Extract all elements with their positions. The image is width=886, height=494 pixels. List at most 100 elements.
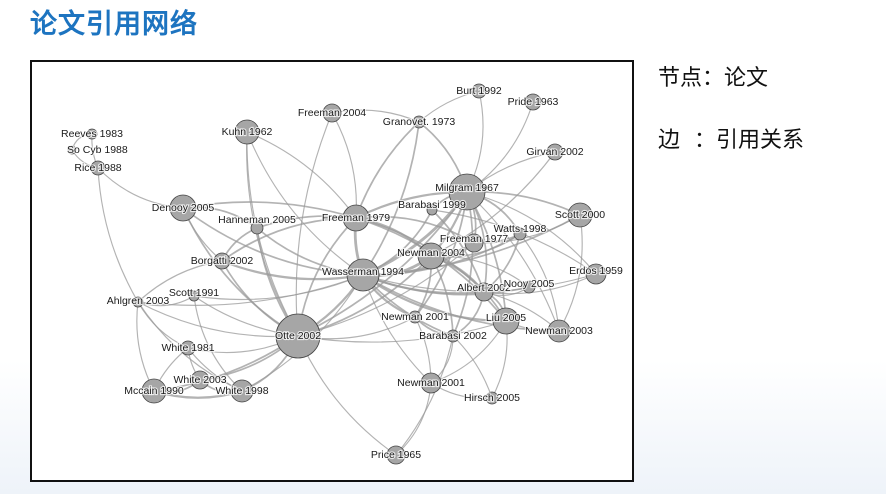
paper-label-barabasi1999: Barabasi 1999 [398,199,466,211]
paper-label-liu2005: Liu 2005 [486,312,526,324]
paper-label-freeman1979: Freeman 1979 [322,212,390,224]
paper-node-granovet1973[interactable] [412,115,426,129]
citation-edge [182,207,364,276]
citation-edge [295,112,333,337]
citation-edge [246,131,299,337]
paper-node-newman2004[interactable] [417,242,445,270]
citation-edge [452,335,493,399]
paper-label-freeman1977: Freeman 1977 [440,233,508,245]
citation-edge [297,191,468,337]
legend-edge-value: 引用关系 [716,128,805,153]
paper-node-scott2000[interactable] [567,202,593,228]
paper-label-newman2004: Newman 2004 [397,247,465,259]
paper-label-kuhn1962: Kuhn 1962 [222,126,273,138]
paper-node-white1981[interactable] [180,340,196,356]
paper-node-kuhn1962[interactable] [234,119,260,145]
network-panel: Reeves 1983 So Cyb 1988 Rice 1988 Kuhn 1962… [30,60,634,482]
citation-edge [431,209,485,293]
citation-edge [558,214,583,332]
label-layer: Reeves 1983 So Cyb 1988 Rice 1988 Kuhn 1962… [60,84,624,462]
paper-node-mccain1990[interactable] [141,378,167,404]
paper-node-denooy2005[interactable] [169,194,197,222]
paper-node-freeman1977[interactable] [464,233,484,253]
page-title: 论文引用网络 [30,9,198,40]
paper-label-denooy2005: Denooy 2005 [152,202,215,214]
paper-label-newman2003: Newman 2003 [525,325,593,337]
paper-node-pride1963[interactable] [524,93,542,111]
paper-node-erdos1959[interactable] [585,263,607,285]
paper-node-reeves1983[interactable] [86,128,98,140]
paper-node-newman2001a[interactable] [408,310,422,324]
paper-node-girvan2002[interactable] [546,143,564,161]
paper-node-albert2002[interactable] [474,282,494,302]
legend-node: 节点：论文 [658,60,768,92]
paper-node-white2003[interactable] [190,370,210,390]
citation-edge [395,335,454,456]
paper-label-wasserman1994: Wasserman 1994 [322,266,404,278]
paper-node-price1965[interactable] [386,445,406,465]
citation-edge [395,382,432,456]
paper-label-watts1998: Watts 1998 [494,223,547,235]
paper-node-borgatti2002[interactable] [213,252,231,270]
paper-label-hanneman2005: Hanneman 2005 [218,214,296,226]
legend-node-sep: ： [702,66,725,91]
paper-node-hanneman2005[interactable] [250,221,264,235]
citation-edge [137,260,223,303]
paper-node-barabasi1999[interactable] [426,204,438,216]
citation-edge [221,217,357,262]
citation-edge [182,201,357,219]
paper-label-scott2000: Scott 2000 [555,209,605,221]
citation-edge [193,274,364,301]
paper-label-girvan2002: Girvan 2002 [526,146,583,158]
paper-node-scott1991[interactable] [188,290,200,302]
legend-node-key: 节点 [658,66,703,91]
paper-node-otte2002[interactable] [275,313,321,359]
citation-edge [182,207,299,337]
citation-edge [193,295,243,392]
paper-node-freeman1979[interactable] [342,204,370,232]
citation-edge [362,274,507,323]
paper-node-milgram1967[interactable] [448,173,486,211]
paper-label-nooy2005: Nooy 2005 [504,278,555,290]
legend-edge: 边 ：引用关系 [658,122,804,154]
paper-node-newman2001b[interactable] [420,372,442,394]
paper-node-watts1998[interactable] [513,227,527,241]
paper-label-ahlgren2003: Ahlgren 2003 [107,295,170,307]
paper-label-milgram1967: Milgram 1967 [435,182,499,194]
paper-node-liu2005[interactable] [492,307,520,335]
citation-edge [355,215,475,244]
citation-edge [297,335,397,456]
paper-node-newman2003[interactable] [547,319,571,343]
paper-node-hirsch2005[interactable] [485,391,499,405]
paper-label-white2003: White 2003 [173,374,226,386]
paper-node-rice1988[interactable] [90,160,106,176]
paper-node-ahlgren2003[interactable] [132,296,144,308]
paper-node-socyb1988[interactable] [67,145,77,155]
paper-node-white1998[interactable] [230,379,254,403]
node-layer [67,83,607,465]
citation-edge [221,259,364,281]
paper-node-burt1992[interactable] [471,83,487,99]
citation-edge [246,131,357,219]
paper-node-wasserman1994[interactable] [346,258,380,292]
paper-node-freeman2004[interactable] [322,103,342,123]
legend-edge-sep: ： [680,128,717,153]
paper-label-reeves1983: Reeves 1983 [61,128,123,140]
paper-node-barabasi2002[interactable] [446,329,460,343]
paper-node-nooy2005[interactable] [522,280,536,294]
paper-label-scott1991: Scott 1991 [169,287,219,299]
paper-label-rice1988: Rice 1988 [74,162,121,174]
paper-label-newman2001a: Newman 2001 [381,311,449,323]
paper-label-otte2002: Otte 2002 [275,330,321,342]
legend-node-value: 论文 [724,66,769,91]
citation-edge [519,233,560,332]
citation-edge [466,191,560,332]
citation-edge [483,273,597,295]
citation-edge [297,242,475,337]
paper-label-socyb1988: So Cyb 1988 [67,144,128,156]
citation-edge [136,301,155,392]
paper-label-white1981: White 1981 [161,342,214,354]
citation-network-graph: Reeves 1983 So Cyb 1988 Rice 1988 Kuhn 1962… [60,83,624,465]
citation-edge [430,151,556,257]
paper-label-granovet1973: Granovet. 1973 [383,116,456,128]
